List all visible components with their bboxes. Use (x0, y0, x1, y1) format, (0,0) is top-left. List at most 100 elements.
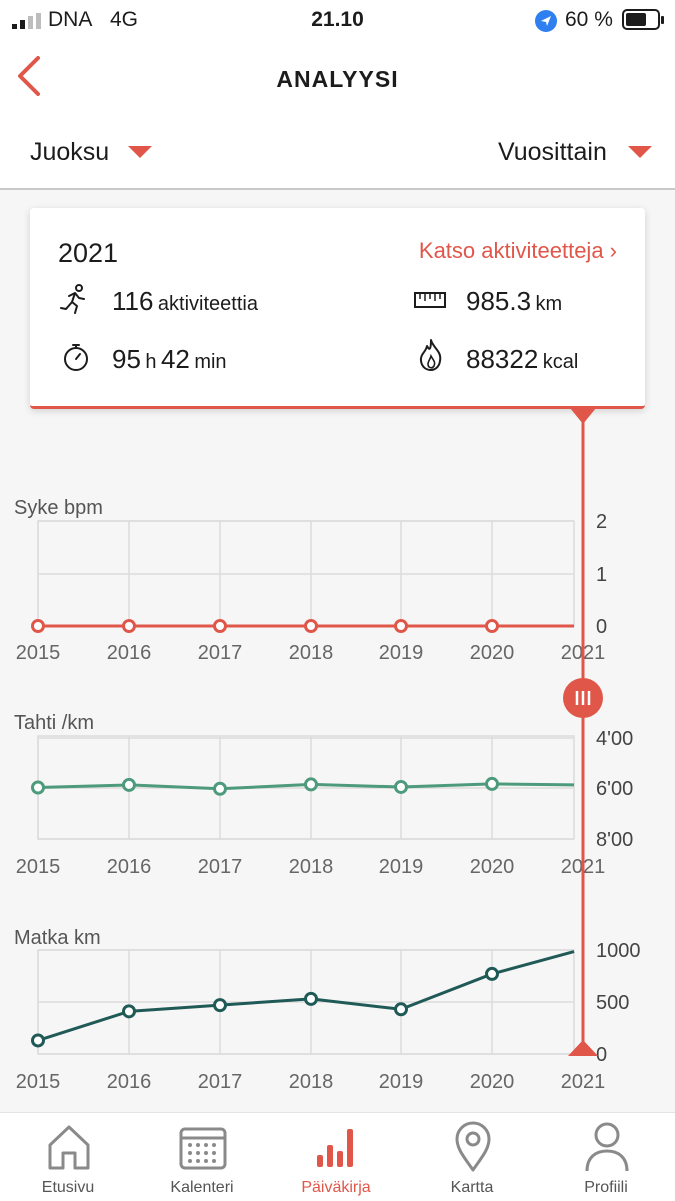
ruler-icon (414, 292, 446, 308)
energy-unit: kcal (542, 351, 579, 373)
network-type: 4G (110, 8, 139, 31)
location-icon (535, 10, 557, 32)
x-tick-label: 2019 (379, 1071, 424, 1093)
header: ANALYYSI Juoksu Vuosittain (0, 40, 675, 190)
distance-value: 985.3 (466, 286, 532, 316)
data-point (213, 619, 227, 633)
y-tick-label: 6'00 (596, 778, 633, 800)
data-point (485, 966, 499, 981)
y-tick-label: 4'00 (596, 728, 633, 750)
profile-icon (585, 1122, 629, 1172)
activities-count: 116 (112, 286, 154, 316)
x-tick-label: 2018 (289, 856, 334, 878)
nav-label: Kartta (450, 1179, 494, 1196)
y-tick-label: 2 (596, 511, 607, 533)
data-point (304, 991, 318, 1006)
calendar-icon (179, 1127, 227, 1170)
x-tick-label: 2017 (198, 856, 243, 878)
nav-label: Päiväkirja (301, 1179, 371, 1196)
data-point (394, 779, 408, 794)
x-tick-label: 2017 (198, 1071, 243, 1093)
energy-value: 88322 (466, 344, 539, 374)
time-minutes: 42 (160, 344, 190, 374)
data-point (31, 780, 45, 795)
time-minutes-unit: min (194, 351, 227, 373)
flame-icon (419, 339, 442, 371)
data-point (213, 998, 227, 1013)
summary-card: 2021 Katso aktiviteetteja › 116 aktivite… (30, 208, 645, 409)
x-tick-label: 2020 (470, 856, 515, 878)
chart-panel: Matka km 1000 500 0 2015 2016 2017 2018 2019 2020… (14, 927, 641, 1093)
chevron-down-icon[interactable] (628, 146, 652, 158)
chevron-down-icon[interactable] (128, 146, 152, 158)
sport-dropdown[interactable]: Juoksu (30, 138, 109, 167)
x-tick-label: 2019 (379, 642, 424, 664)
nav-item-kartta[interactable]: Kartta (412, 1113, 532, 1201)
carrier-name: DNA (48, 8, 93, 31)
data-point (31, 1033, 45, 1048)
chart-title: Tahti /km (14, 712, 94, 734)
chart-title: Matka km (14, 927, 101, 949)
data-point (304, 777, 318, 792)
y-tick-label: 1 (596, 564, 607, 586)
x-tick-label: 2018 (289, 1071, 334, 1093)
x-tick-label: 2016 (107, 1071, 152, 1093)
y-tick-label: 0 (596, 616, 607, 638)
map-pin-icon (455, 1121, 491, 1172)
data-point (394, 1002, 408, 1017)
x-tick-label: 2018 (289, 642, 334, 664)
nav-label: Etusivu (41, 1179, 95, 1196)
data-point (122, 619, 136, 633)
time-hours: 95 (112, 344, 141, 374)
nav-item-profiili[interactable]: Profiili (546, 1113, 666, 1201)
clock: 21.10 (311, 8, 364, 31)
status-bar: DNA 4G 21.10 60 % (0, 0, 675, 40)
selection-marker-top (570, 408, 596, 424)
x-tick-label: 2019 (379, 856, 424, 878)
distance-unit: km (535, 293, 563, 315)
data-point (394, 619, 408, 633)
data-point (31, 619, 45, 633)
activities-unit: aktiviteettia (157, 293, 258, 315)
x-tick-label: 2015 (16, 642, 61, 664)
back-icon[interactable] (14, 54, 44, 98)
sport-dropdown-label: Juoksu (30, 138, 110, 166)
period-dropdown-label: Vuosittain (498, 138, 607, 166)
signal-icon (12, 13, 41, 29)
battery-icon (622, 9, 664, 30)
runner-icon (60, 284, 85, 314)
nav-item-etusivu[interactable]: Etusivu (8, 1113, 128, 1201)
data-point (304, 619, 318, 633)
page-title: ANALYYSI (276, 66, 399, 92)
nav-item-paivakirja[interactable]: Päiväkirja (276, 1113, 396, 1201)
x-tick-label: 2016 (107, 642, 152, 664)
x-tick-label: 2016 (107, 856, 152, 878)
data-point (122, 777, 136, 792)
x-tick-label: 2015 (16, 1071, 61, 1093)
time-hours-unit: h (145, 351, 157, 373)
view-activities-link[interactable]: Katso aktiviteetteja › (418, 238, 617, 263)
y-tick-label: 8'00 (596, 829, 633, 851)
data-point (122, 1004, 136, 1019)
x-tick-label: 2020 (470, 642, 515, 664)
y-tick-label: 1000 (596, 940, 641, 962)
y-tick-label: 0 (596, 1044, 607, 1066)
chart-title: Syke bpm (14, 497, 103, 519)
x-tick-label: 2020 (470, 1071, 515, 1093)
x-tick-label: 2015 (16, 856, 61, 878)
summary-year: 2021 (58, 238, 119, 268)
chart-panel: Tahti /km 4'00 6'00 8'00 2015 2016 2017 2018 201… (14, 712, 633, 878)
bottom-navigation: Etusivu Kalenteri Päiväkirja Kartta (0, 1112, 675, 1201)
nav-label: Kalenteri (170, 1179, 234, 1196)
selection-marker-bottom (568, 1040, 598, 1056)
nav-label: Profiili (584, 1179, 628, 1196)
y-tick-label: 500 (596, 992, 629, 1014)
data-point (485, 619, 499, 633)
chart-panel: Syke bpm2102015201620172018201920202021 (14, 497, 607, 664)
bar-chart-icon (317, 1129, 353, 1167)
data-point (213, 781, 227, 796)
home-icon (48, 1125, 90, 1170)
nav-item-kalenteri[interactable]: Kalenteri (142, 1113, 262, 1201)
period-dropdown[interactable]: Vuosittain (498, 138, 607, 167)
drag-handle[interactable] (563, 678, 603, 718)
